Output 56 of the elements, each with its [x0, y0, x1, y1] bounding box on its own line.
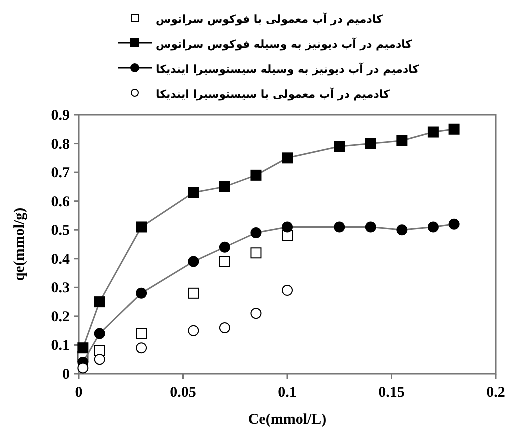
- legend-label: کادمیم در آب معمولی با فوکوس سراتوس: [156, 12, 384, 26]
- point: [282, 152, 293, 164]
- y-tick-label: 0.7: [51, 166, 70, 182]
- point: [250, 308, 262, 320]
- x-tick-label: 0.2: [486, 385, 506, 401]
- point: [94, 354, 106, 366]
- point: [250, 227, 262, 238]
- x-tick-label: 0: [75, 385, 83, 401]
- point: [334, 141, 346, 152]
- y-tick-label: 0.5: [51, 223, 70, 240]
- point: [136, 342, 148, 354]
- point: [334, 222, 346, 233]
- point: [188, 256, 200, 268]
- point: [396, 135, 408, 146]
- legend-label: کادمیم در آب دیونیز به وسیله فوکوس سراتوس: [156, 37, 413, 51]
- point: [94, 296, 106, 308]
- point: [365, 138, 376, 150]
- point: [282, 230, 293, 242]
- point: [282, 222, 293, 233]
- point: [136, 328, 148, 340]
- point: [219, 242, 230, 253]
- point: [250, 248, 262, 259]
- x-axis-title: Ce(mmol/L): [248, 412, 327, 428]
- legend-label: کادمیم در آب دیونیز به وسیله سیستوسیرا ایندیکا: [156, 62, 420, 76]
- point: [136, 222, 148, 233]
- point: [282, 285, 293, 296]
- y-tick-label: 0.2: [51, 309, 70, 326]
- point: [219, 256, 230, 268]
- point: [365, 222, 376, 233]
- x-tick-label: 0.15: [378, 385, 405, 401]
- point: [250, 170, 262, 181]
- point: [188, 325, 200, 336]
- point: [188, 288, 200, 299]
- point: [188, 187, 200, 198]
- point: [396, 224, 408, 236]
- y-tick-label: 0: [62, 367, 70, 383]
- x-tick-label: 0.05: [170, 385, 196, 401]
- y-axis-title: qe(mmol/g): [12, 208, 28, 282]
- point: [219, 181, 230, 192]
- point: [78, 342, 89, 354]
- y-tick-label: 0.8: [51, 136, 70, 153]
- point: [448, 218, 460, 230]
- y-tick-label: 0.6: [51, 194, 70, 210]
- point: [219, 322, 230, 334]
- x-tick-label: 0.1: [278, 385, 297, 401]
- y-tick-label: 0.9: [51, 108, 70, 124]
- point: [428, 222, 439, 233]
- y-tick-label: 0.3: [51, 280, 70, 297]
- y-tick-label: 0.1: [51, 338, 70, 354]
- legend-label: کادمیم در آب معمولی با سیستوسیرا ایندیکا: [156, 87, 391, 101]
- point: [94, 328, 106, 340]
- point: [428, 126, 439, 138]
- point: [136, 288, 148, 299]
- point: [78, 362, 89, 374]
- point: [448, 124, 460, 135]
- y-tick-label: 0.4: [51, 252, 70, 268]
